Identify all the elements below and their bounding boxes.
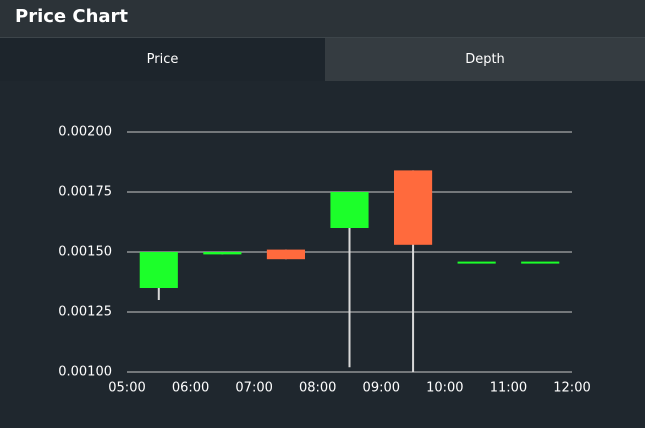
candle-body xyxy=(203,252,242,255)
y-tick-label: 0.00125 xyxy=(58,305,112,320)
y-tick-label: 0.00100 xyxy=(58,365,112,380)
header-title: Price Chart xyxy=(15,6,129,27)
x-tick-label: 05:00 xyxy=(108,381,145,396)
x-tick-label: 11:00 xyxy=(490,381,527,396)
tab-depth[interactable]: Depth xyxy=(325,38,645,81)
candle-body xyxy=(139,252,178,288)
candle-body xyxy=(521,261,560,264)
tab-price[interactable]: Price xyxy=(0,38,325,81)
candle-body xyxy=(266,249,305,260)
x-tick-label: 06:00 xyxy=(172,381,209,396)
x-tick-label: 08:00 xyxy=(299,381,336,396)
candle-body xyxy=(330,192,369,228)
y-tick-label: 0.00175 xyxy=(58,185,112,200)
chart: 0.00100 0.00125 0.00150 0.00175 0.00200 05:00… xyxy=(58,125,591,396)
y-tick-label: 0.00200 xyxy=(58,125,112,140)
x-tick-label: 09:00 xyxy=(363,381,400,396)
candle-body xyxy=(457,261,496,264)
x-tick-label: 10:00 xyxy=(426,381,463,396)
x-tick-label: 12:00 xyxy=(553,381,590,396)
candle-body xyxy=(394,170,433,245)
y-tick-label: 0.00150 xyxy=(58,245,112,260)
header: Price Chart xyxy=(0,0,645,38)
x-tick-label: 07:00 xyxy=(235,381,272,396)
